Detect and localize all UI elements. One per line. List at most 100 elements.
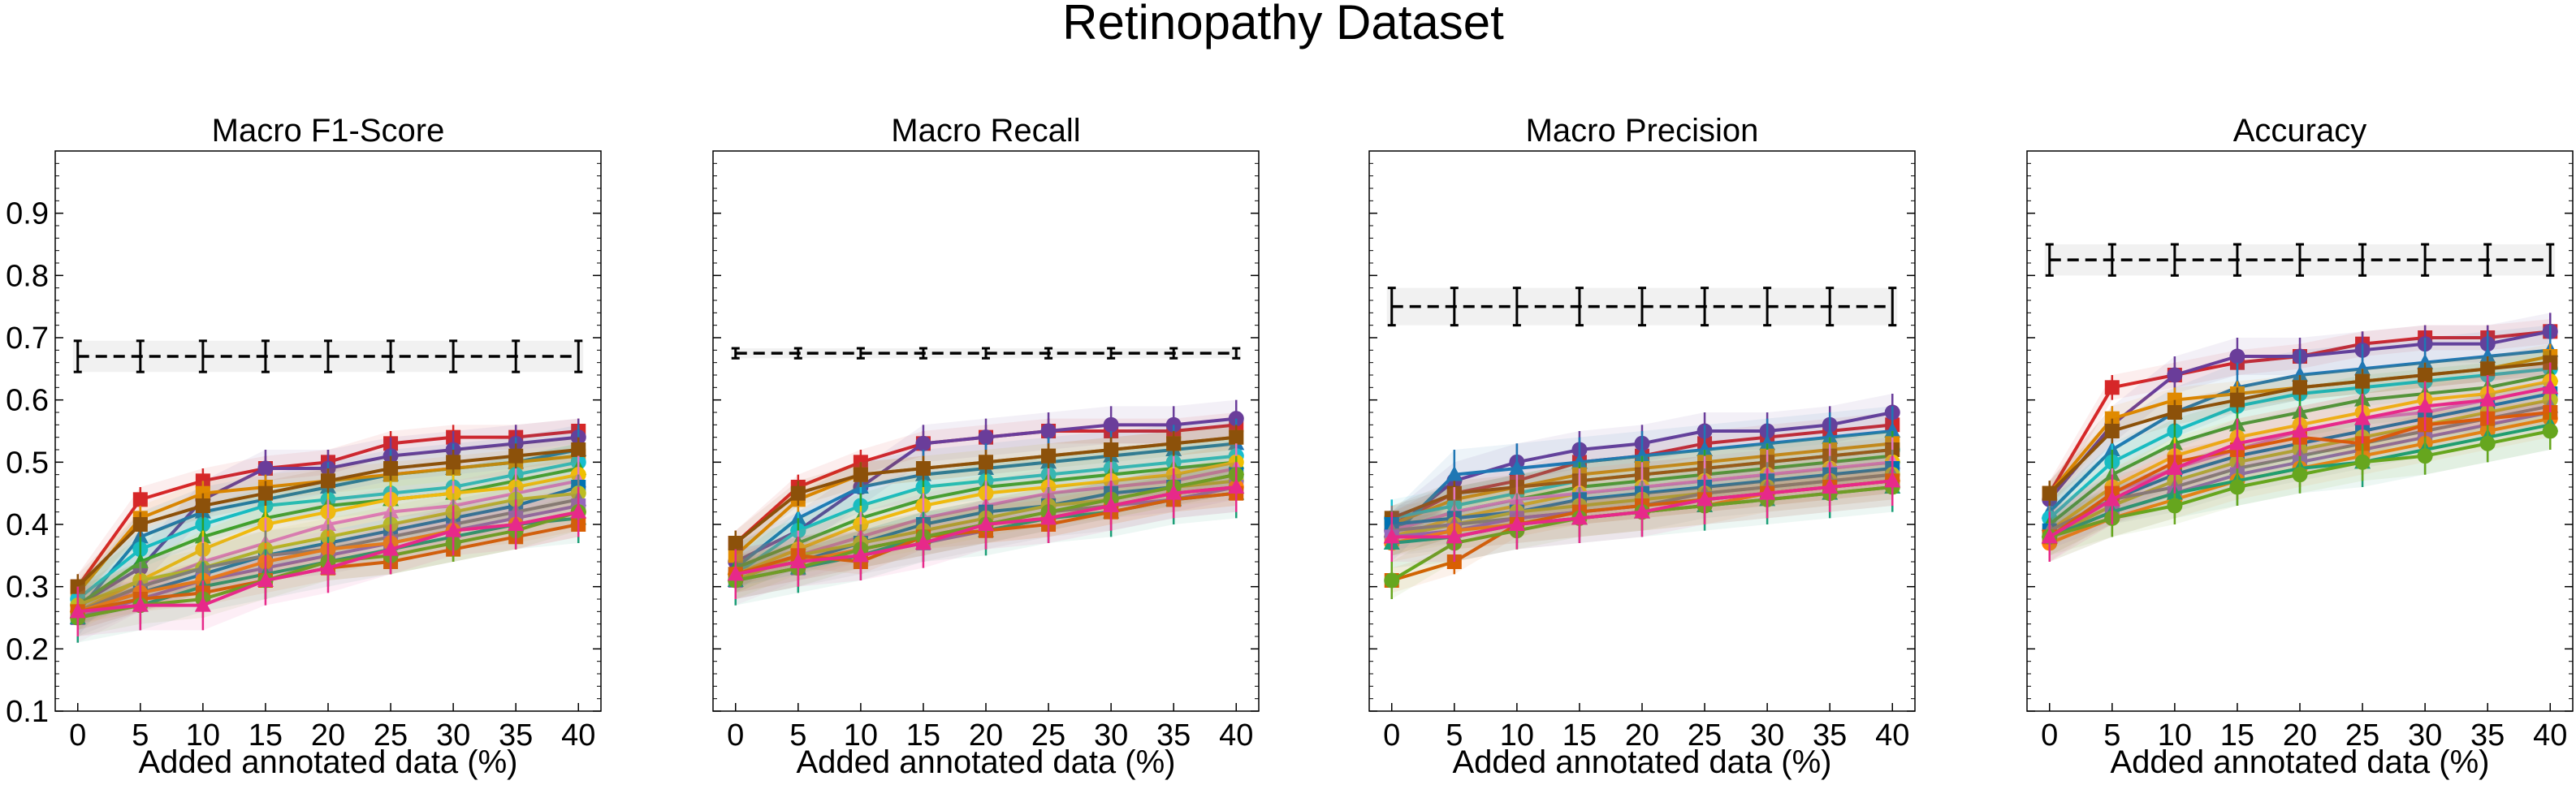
x-tick-label: 5 bbox=[2103, 718, 2120, 753]
data-point bbox=[2479, 435, 2496, 451]
data-point bbox=[1634, 502, 1650, 519]
data-point bbox=[2354, 360, 2371, 376]
data-point bbox=[320, 559, 336, 575]
data-point bbox=[257, 485, 273, 501]
data-point bbox=[1884, 472, 1901, 488]
data-point bbox=[2228, 434, 2245, 451]
y-tick-label: 0.8 bbox=[6, 259, 49, 293]
subplot-title: Accuracy bbox=[2233, 113, 2367, 149]
data-point bbox=[915, 461, 931, 476]
data-point bbox=[1759, 434, 1776, 451]
data-point bbox=[257, 571, 274, 587]
data-point bbox=[2104, 380, 2120, 395]
x-tick-label: 10 bbox=[1500, 718, 1534, 753]
data-point bbox=[2542, 378, 2559, 395]
x-tick-label: 40 bbox=[2533, 718, 2567, 753]
data-point bbox=[2542, 423, 2558, 439]
data-point bbox=[1759, 484, 1776, 500]
series-18 bbox=[1383, 455, 1901, 562]
data-point bbox=[194, 596, 211, 612]
data-point bbox=[1383, 528, 1400, 544]
data-point bbox=[132, 492, 148, 507]
series-7 bbox=[728, 425, 1244, 556]
data-point bbox=[2229, 348, 2245, 364]
data-point bbox=[914, 534, 931, 550]
data-point bbox=[727, 565, 744, 581]
data-point bbox=[1508, 459, 1525, 475]
data-point bbox=[1104, 442, 1119, 457]
data-point bbox=[2103, 490, 2120, 507]
x-tick-label: 40 bbox=[561, 718, 595, 753]
data-point bbox=[2480, 361, 2496, 377]
data-point bbox=[2292, 366, 2308, 382]
data-point bbox=[1822, 428, 1839, 444]
y-tick-label: 0.5 bbox=[6, 446, 49, 480]
x-tick-label: 25 bbox=[1688, 718, 1722, 753]
y-tick-label: 0.1 bbox=[6, 695, 49, 729]
data-point bbox=[132, 553, 149, 568]
x-tick-label: 10 bbox=[2158, 718, 2192, 753]
data-point bbox=[2354, 409, 2371, 425]
data-point bbox=[1634, 446, 1650, 463]
data-point bbox=[853, 467, 868, 482]
x-tick-label: 15 bbox=[1562, 718, 1597, 753]
x-tick-label: 40 bbox=[1875, 718, 1909, 753]
x-tick-label: 20 bbox=[1625, 718, 1659, 753]
subplots: Macro F1-Score 0 5 10 15 20 25 30 35 40 0.1 0.2 0.3 0… bbox=[6, 113, 2574, 780]
data-point bbox=[978, 515, 994, 531]
data-point bbox=[132, 517, 148, 532]
data-point bbox=[978, 429, 994, 446]
data-point bbox=[2479, 347, 2496, 363]
data-point bbox=[1446, 528, 1463, 544]
series-18 bbox=[727, 462, 1245, 599]
data-point bbox=[445, 521, 462, 537]
x-axis-label: Added annotated data (%) bbox=[796, 744, 1175, 780]
data-point bbox=[2042, 485, 2057, 501]
x-tick-label: 40 bbox=[1219, 718, 1253, 753]
y-tick-label: 0.4 bbox=[6, 508, 49, 542]
x-tick-label: 20 bbox=[311, 718, 345, 753]
data-point bbox=[1103, 497, 1120, 512]
data-point bbox=[789, 553, 806, 568]
data-point bbox=[508, 448, 524, 464]
x-tick-label: 30 bbox=[1750, 718, 1784, 753]
x-tick-label: 20 bbox=[969, 718, 1003, 753]
data-point bbox=[1166, 436, 1182, 451]
x-tick-label: 15 bbox=[906, 718, 940, 753]
data-point bbox=[2417, 397, 2434, 413]
data-point bbox=[2041, 528, 2058, 544]
x-tick-label: 15 bbox=[249, 718, 283, 753]
x-tick-label: 25 bbox=[374, 718, 408, 753]
data-point bbox=[2354, 454, 2371, 470]
subplot-title: Macro Recall bbox=[891, 113, 1080, 149]
x-tick-label: 20 bbox=[2283, 718, 2317, 753]
x-tick-label: 0 bbox=[727, 718, 744, 753]
data-point bbox=[1165, 484, 1182, 500]
data-point bbox=[2167, 367, 2183, 383]
data-point bbox=[446, 455, 461, 470]
x-tick-label: 25 bbox=[1031, 718, 1065, 753]
data-point bbox=[2355, 373, 2371, 389]
data-point bbox=[2104, 411, 2120, 426]
x-axis-label: Added annotated data (%) bbox=[138, 744, 517, 780]
data-point bbox=[979, 455, 993, 470]
subplot-1: Macro F1-Score 0 5 10 15 20 25 30 35 40 0.1 0.2 0.3 0… bbox=[6, 113, 602, 780]
x-tick-label: 35 bbox=[1156, 718, 1191, 753]
data-point bbox=[915, 435, 931, 451]
subplot-2: Macro Recall 0 5 10 15 20 25 30 35 40 Added annota… bbox=[712, 113, 1260, 780]
subplot-title: Macro F1-Score bbox=[212, 113, 445, 149]
x-tick-label: 15 bbox=[2220, 718, 2254, 753]
x-tick-label: 25 bbox=[2345, 718, 2379, 753]
data-point bbox=[1696, 441, 1714, 456]
data-point bbox=[2417, 353, 2434, 369]
data-point bbox=[508, 515, 525, 531]
data-point bbox=[1040, 509, 1057, 525]
subplot-4: Accuracy 0 5 10 15 20 25 30 35 40 Added annotated … bbox=[2026, 113, 2574, 780]
data-point bbox=[383, 540, 400, 556]
data-point bbox=[1446, 465, 1463, 481]
x-tick-label: 30 bbox=[1094, 718, 1128, 753]
x-tick-label: 35 bbox=[499, 718, 533, 753]
data-point bbox=[2479, 390, 2496, 407]
y-tick-label: 0.6 bbox=[6, 384, 49, 418]
